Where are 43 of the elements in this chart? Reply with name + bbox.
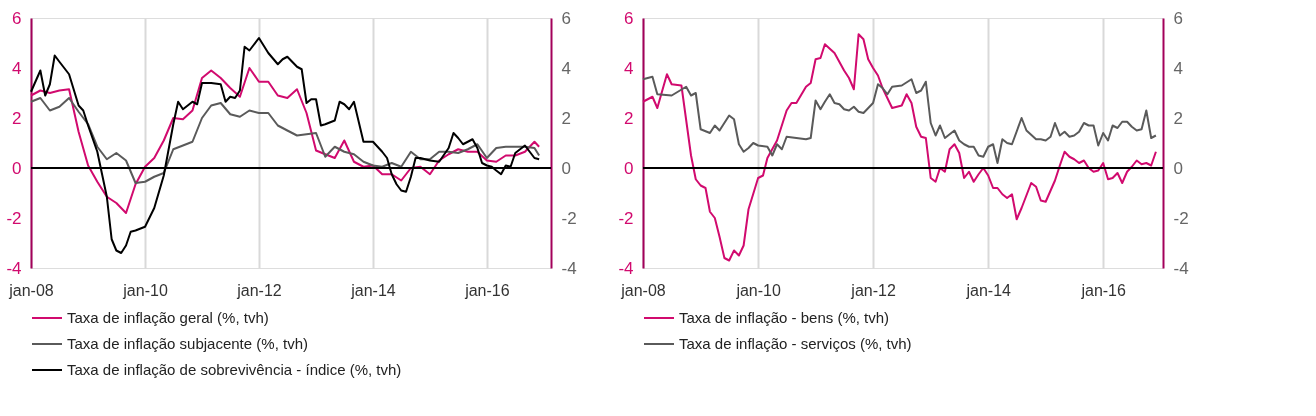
y-tick-label: 0 [624, 158, 634, 178]
x-tick-label: jan-10 [122, 281, 168, 299]
x-tick-label: jan-16 [464, 281, 510, 299]
x-tick-label: jan-08 [8, 281, 54, 299]
line-series [30, 67, 541, 214]
y-tick-label: -4 [618, 258, 634, 278]
y2-tick-label: -4 [1173, 258, 1189, 278]
y2-tick-label: -2 [561, 208, 577, 228]
y-tick-label: -4 [6, 258, 22, 278]
y2-tick-label: 4 [1173, 58, 1183, 78]
line-series [30, 97, 541, 184]
x-tick-label: jan-14 [965, 281, 1012, 299]
line-series [642, 75, 1157, 164]
y2-tick-label: 6 [1173, 8, 1183, 28]
y-tick-label: 2 [12, 108, 22, 128]
y2-tick-label: 2 [1173, 108, 1183, 128]
legend-label: Taxa de inflação de sobrevivência - índice (%, tvh) [67, 361, 402, 378]
y-tick-label: 4 [12, 58, 22, 78]
line-series [642, 33, 1157, 262]
y2-tick-label: 4 [561, 58, 571, 78]
x-tick-label: jan-10 [735, 281, 781, 299]
legend-label: Taxa de inflação - bens (%, tvh) [679, 309, 890, 326]
y-tick-label: -2 [6, 208, 22, 228]
x-tick-label: jan-12 [850, 281, 896, 299]
y-tick-label: 4 [624, 58, 634, 78]
y2-tick-label: 6 [561, 8, 571, 28]
y2-tick-label: 0 [1173, 158, 1183, 178]
y-tick-label: 6 [12, 8, 22, 28]
x-tick-label: jan-12 [236, 281, 282, 299]
x-tick-label: jan-16 [1080, 281, 1126, 299]
y2-tick-label: 0 [561, 158, 571, 178]
x-tick-label: jan-08 [620, 281, 666, 299]
y2-tick-label: -2 [1173, 208, 1189, 228]
y-tick-label: 0 [12, 158, 22, 178]
y2-tick-label: -4 [561, 258, 577, 278]
legend-label: Taxa de inflação - serviços (%, tvh) [679, 335, 912, 352]
legend-label: Taxa de inflação geral (%, tvh) [67, 309, 269, 326]
y2-tick-label: 2 [561, 108, 571, 128]
y-tick-label: 2 [624, 108, 634, 128]
y-tick-label: -2 [618, 208, 634, 228]
y-tick-label: 6 [624, 8, 634, 28]
x-tick-label: jan-14 [350, 281, 396, 299]
legend-label: Taxa de inflação subjacente (%, tvh) [67, 335, 308, 352]
